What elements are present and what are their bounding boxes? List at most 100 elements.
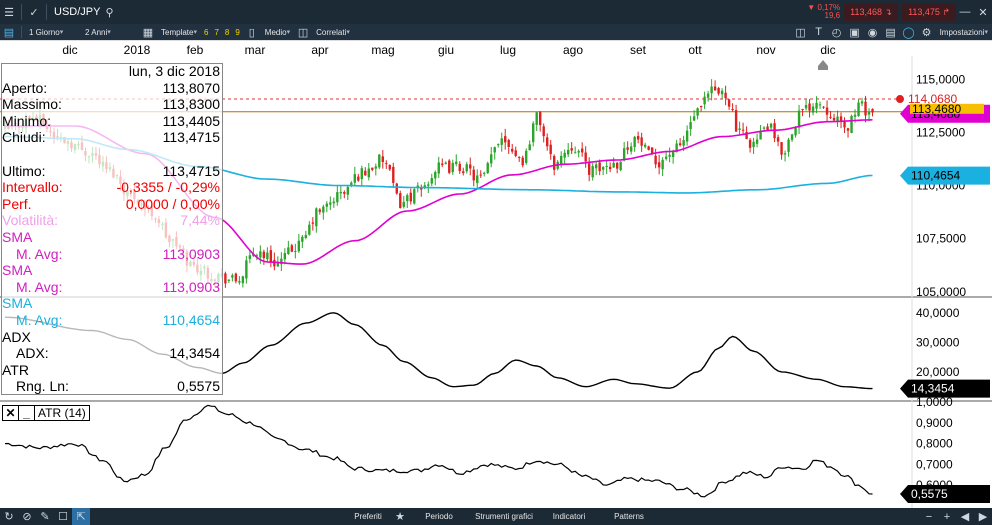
candle-body bbox=[587, 163, 591, 175]
info-row: SMA bbox=[2, 262, 222, 279]
scroll-marker-icon bbox=[818, 60, 828, 66]
template-7[interactable]: 7 bbox=[214, 27, 219, 37]
menu-icon[interactable]: ☰ bbox=[4, 6, 14, 19]
template-8[interactable]: 8 bbox=[224, 27, 230, 37]
correlate-icon[interactable]: ◫ bbox=[297, 26, 309, 39]
candle-body bbox=[525, 150, 528, 163]
chart-area[interactable]: dic 2018 feb mar apr mag giu lug ago set ott nov dic… bbox=[0, 40, 992, 508]
symbol-name[interactable]: USD/JPY bbox=[54, 6, 101, 18]
buy-price-button[interactable]: 113,475 ↱ bbox=[902, 3, 956, 21]
price-chart[interactable]: dic 2018 feb mar apr mag giu lug ago set ott nov dic… bbox=[0, 40, 992, 508]
image-icon[interactable]: ▣ bbox=[849, 26, 860, 39]
sma-value-tag-bg bbox=[900, 166, 990, 185]
divider bbox=[46, 3, 47, 21]
drawing-tools-tab[interactable]: Strumenti grafici bbox=[475, 512, 533, 521]
candle-body bbox=[266, 252, 269, 260]
zoom-out-icon[interactable]: − bbox=[925, 510, 933, 523]
atr-y-tick-label: 1,0000 bbox=[916, 395, 953, 409]
candle-body bbox=[853, 114, 857, 117]
settings-menu[interactable]: Impostazioni bbox=[936, 24, 992, 40]
correlated-select[interactable]: Correlati bbox=[312, 24, 354, 40]
star-icon[interactable]: ★ bbox=[395, 511, 405, 523]
info-row bbox=[2, 146, 222, 163]
candle-body bbox=[451, 162, 454, 173]
candle-body bbox=[724, 92, 727, 99]
template-9[interactable]: 9 bbox=[235, 27, 240, 37]
info-row: Massimo: 113,8300 bbox=[2, 96, 222, 113]
expand-icon[interactable]: ◴ bbox=[831, 26, 842, 39]
period-tab[interactable]: Periodo bbox=[425, 512, 453, 521]
candle-body bbox=[511, 148, 514, 152]
candle-body bbox=[542, 126, 545, 137]
range-select[interactable]: 2 Anni bbox=[81, 24, 139, 40]
candle-body bbox=[332, 201, 336, 204]
candle-body bbox=[629, 146, 633, 152]
candle-body bbox=[280, 258, 283, 265]
refresh-icon[interactable]: ↻ bbox=[4, 511, 14, 523]
candle-body bbox=[843, 121, 846, 128]
back-icon[interactable]: ◀ bbox=[960, 511, 970, 523]
candle-body bbox=[374, 166, 377, 169]
candle-body bbox=[615, 162, 619, 169]
indicators-tab[interactable]: Indicatori bbox=[552, 512, 586, 521]
info-value: -0,3355 / -0,29% bbox=[116, 179, 220, 196]
info-row: SMA bbox=[2, 229, 222, 246]
info-value: 0,5575 bbox=[177, 378, 220, 395]
list-icon[interactable]: ▤ bbox=[3, 26, 15, 39]
chart-type-select[interactable]: Medio bbox=[261, 24, 294, 40]
crosshair-icon[interactable]: ◯ bbox=[902, 26, 915, 39]
candle-body bbox=[846, 128, 850, 131]
forward-icon[interactable]: ▶ bbox=[978, 511, 988, 523]
candle-body bbox=[612, 162, 615, 168]
info-row: Intervallo: -0,3355 / -0,29% bbox=[2, 179, 222, 196]
candle-body bbox=[790, 134, 794, 140]
close-icon[interactable]: ✕ bbox=[3, 406, 19, 420]
template-6[interactable]: 6 bbox=[203, 27, 209, 37]
info-label: Intervallo: bbox=[2, 179, 63, 196]
minimize-icon[interactable]: — bbox=[959, 6, 971, 18]
grid-icon[interactable]: ◫ bbox=[795, 26, 806, 39]
info-value: 113,4715 bbox=[162, 129, 220, 146]
candle-body bbox=[563, 152, 566, 158]
favorites-tab[interactable]: Preferiti bbox=[354, 512, 382, 521]
info-value: 113,8070 bbox=[162, 79, 220, 96]
adx-value-tag: 14,3454 bbox=[911, 382, 955, 396]
pencil-icon[interactable]: ✎ bbox=[40, 511, 50, 523]
bottom-bar: ↻ ⊘ ✎ ☐ ⇱ Preferiti ★ Periodo Strumenti … bbox=[0, 508, 992, 525]
cursor-icon[interactable]: ⇱ bbox=[72, 508, 90, 525]
gear-icon[interactable]: ⚙ bbox=[921, 26, 932, 39]
candles-icon[interactable]: ▯ bbox=[248, 26, 255, 39]
block-icon[interactable]: ⊘ bbox=[22, 511, 32, 523]
text-icon[interactable]: T bbox=[815, 26, 822, 38]
candle-body bbox=[762, 127, 766, 129]
info-value: 113,4405 bbox=[162, 112, 220, 129]
layout-icon[interactable]: ▤ bbox=[885, 26, 896, 39]
candle-body bbox=[448, 160, 451, 173]
patterns-tab[interactable]: Patterns bbox=[614, 512, 644, 521]
zoom-in-icon[interactable]: + bbox=[943, 510, 951, 523]
search-icon[interactable]: ⚲ bbox=[105, 6, 114, 19]
candle-body bbox=[315, 208, 318, 227]
candle-body bbox=[864, 101, 867, 116]
x-axis-month-label: mag bbox=[371, 43, 394, 57]
lock-icon[interactable]: ☐ bbox=[58, 511, 68, 523]
camera-icon[interactable]: ◉ bbox=[867, 26, 878, 39]
candle-body bbox=[388, 164, 391, 170]
candle-body bbox=[409, 192, 412, 202]
sma-value-tag: 110,4654 bbox=[911, 169, 960, 183]
candle-body bbox=[241, 276, 245, 284]
candle-body bbox=[608, 166, 612, 170]
minimize-icon[interactable]: _ bbox=[19, 406, 35, 420]
arrow-down-icon: ↴ bbox=[884, 6, 893, 17]
chart-line-icon[interactable]: ✓ bbox=[29, 6, 39, 19]
candle-body bbox=[703, 96, 706, 105]
interval-select[interactable]: 1 Giorno bbox=[25, 24, 81, 40]
candle-body bbox=[671, 152, 675, 158]
sell-price-button[interactable]: 113,468 ↴ bbox=[844, 3, 899, 21]
template-select[interactable]: Template bbox=[157, 24, 201, 40]
close-icon[interactable]: ✕ bbox=[978, 6, 988, 19]
candle-body bbox=[787, 139, 790, 152]
template-icon[interactable]: ▦ bbox=[142, 26, 154, 39]
candle-body bbox=[371, 167, 374, 170]
info-label: Volatilità: bbox=[2, 212, 59, 229]
